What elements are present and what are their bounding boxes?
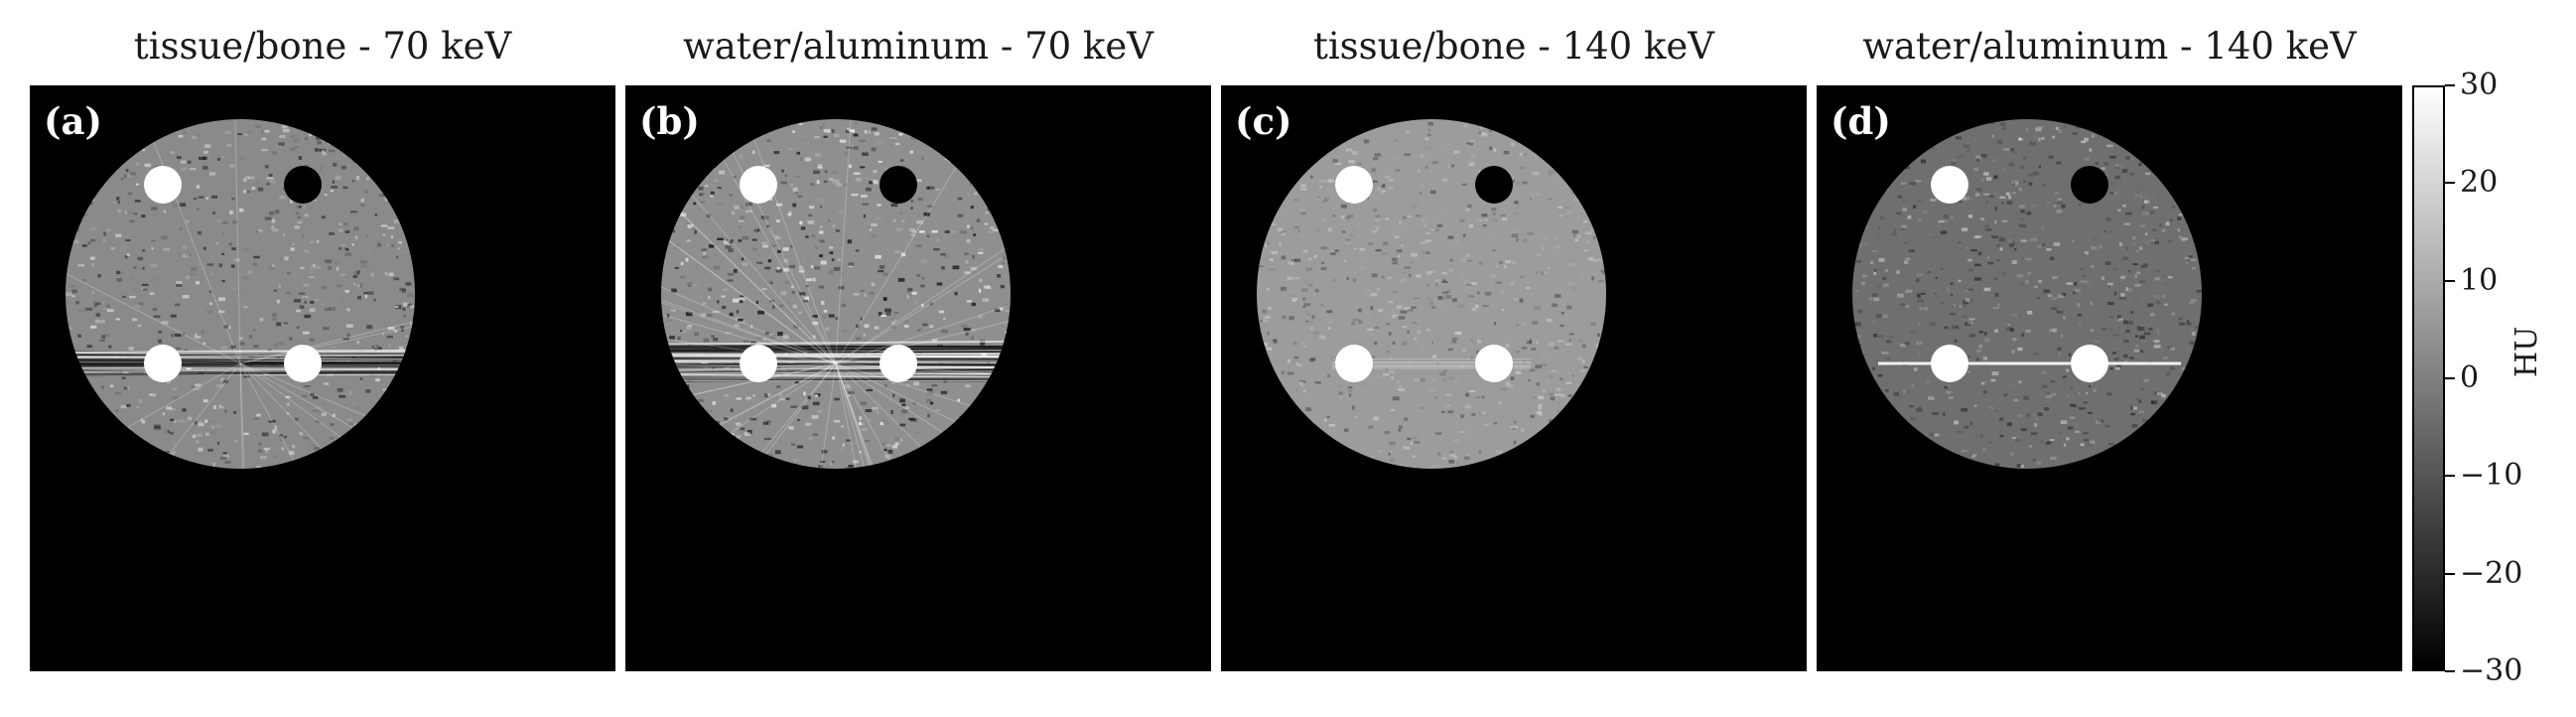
insert-bottom-right <box>880 345 917 382</box>
insert-top-right <box>284 166 322 204</box>
ct-image-c: (c) <box>1221 85 1807 671</box>
insert-bottom-left <box>144 345 182 382</box>
insert-top-left <box>1335 166 1373 204</box>
panel-label-a: (a) <box>44 99 102 143</box>
ct-phantom-c <box>1221 85 1807 671</box>
panel-title-d: water/aluminum - 140 keV <box>1817 22 2402 72</box>
ct-image-b: (b) <box>625 85 1211 671</box>
colorbar <box>2412 85 2445 671</box>
colorbar-tick-label: 30 <box>2460 71 2498 100</box>
colorbar-tick <box>2445 182 2455 184</box>
panel-label-b: (b) <box>639 99 700 143</box>
colorbar-tick-label: 10 <box>2460 266 2498 296</box>
colorbar-tick-label: −10 <box>2460 461 2522 491</box>
colorbar-tick <box>2445 670 2455 672</box>
colorbar-tick-label: −20 <box>2460 559 2522 589</box>
ct-phantom-d <box>1817 85 2402 671</box>
insert-bottom-left <box>740 345 777 382</box>
insert-top-left <box>740 166 777 204</box>
insert-bottom-right <box>2071 345 2108 382</box>
insert-bottom-left <box>1335 345 1373 382</box>
colorbar-tick <box>2445 573 2455 575</box>
insert-bottom-left <box>1931 345 1968 382</box>
insert-bottom-right <box>284 345 322 382</box>
colorbar-unit-label: HU <box>2509 327 2544 377</box>
ct-phantom-b <box>625 85 1211 671</box>
colorbar-tick <box>2445 475 2455 477</box>
ct-phantom-a <box>30 85 615 671</box>
insert-top-left <box>1931 166 1968 204</box>
panel-label-c: (c) <box>1235 99 1292 143</box>
ct-image-a: (a) <box>30 85 615 671</box>
colorbar-tick <box>2445 84 2455 86</box>
insert-top-right <box>880 166 917 204</box>
insert-top-left <box>144 166 182 204</box>
colorbar-tick-label: −30 <box>2460 656 2522 686</box>
panel-title-a: tissue/bone - 70 keV <box>30 22 615 72</box>
ct-image-d: (d) <box>1817 85 2402 671</box>
colorbar-tick <box>2445 280 2455 282</box>
colorbar-tick <box>2445 377 2455 379</box>
insert-top-right <box>1475 166 1513 204</box>
colorbar-tick-label: 20 <box>2460 168 2498 198</box>
panel-label-d: (d) <box>1830 99 1891 143</box>
colorbar-tick-label: 0 <box>2460 363 2479 393</box>
insert-top-right <box>2071 166 2108 204</box>
insert-bottom-right <box>1475 345 1513 382</box>
panel-title-b: water/aluminum - 70 keV <box>625 22 1211 72</box>
panel-title-c: tissue/bone - 140 keV <box>1221 22 1807 72</box>
